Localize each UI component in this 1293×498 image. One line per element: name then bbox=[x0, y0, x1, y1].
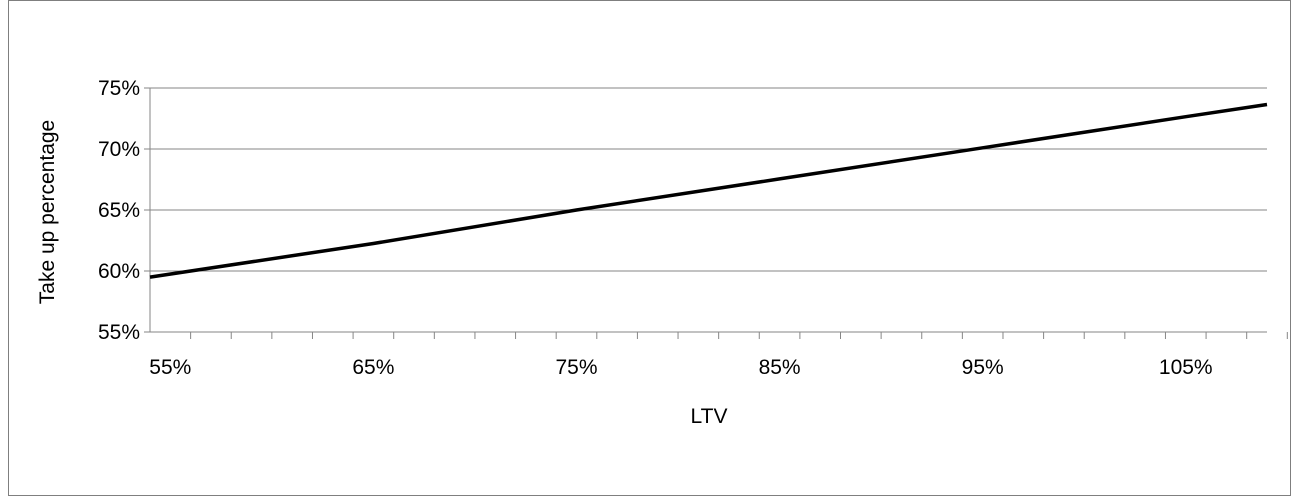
x-tick-label: 95% bbox=[962, 356, 1004, 379]
x-axis-title: LTV bbox=[691, 405, 728, 428]
chart-frame bbox=[8, 0, 1291, 496]
gridlines bbox=[150, 87, 1267, 272]
x-tick-label: 55% bbox=[149, 356, 191, 379]
y-tick-label: 70% bbox=[98, 138, 140, 161]
y-axis-title: Take up percentage bbox=[36, 120, 59, 304]
x-tick-label: 105% bbox=[1159, 356, 1213, 379]
y-axis-ticks: 55% 60% 65% 70% 75% bbox=[98, 77, 150, 344]
y-tick-label: 65% bbox=[98, 199, 140, 222]
y-tick-label: 55% bbox=[98, 321, 140, 344]
y-tick-label: 60% bbox=[98, 260, 140, 283]
x-tick-label: 75% bbox=[555, 356, 597, 379]
series-line bbox=[149, 102, 1268, 279]
x-axis-ticks: 55% 65% 75% 85% 95% 105% bbox=[149, 332, 1288, 379]
series-layer bbox=[149, 102, 1268, 279]
y-tick-label: 75% bbox=[98, 77, 140, 100]
x-tick-label: 65% bbox=[352, 356, 394, 379]
x-tick-label: 85% bbox=[759, 356, 801, 379]
